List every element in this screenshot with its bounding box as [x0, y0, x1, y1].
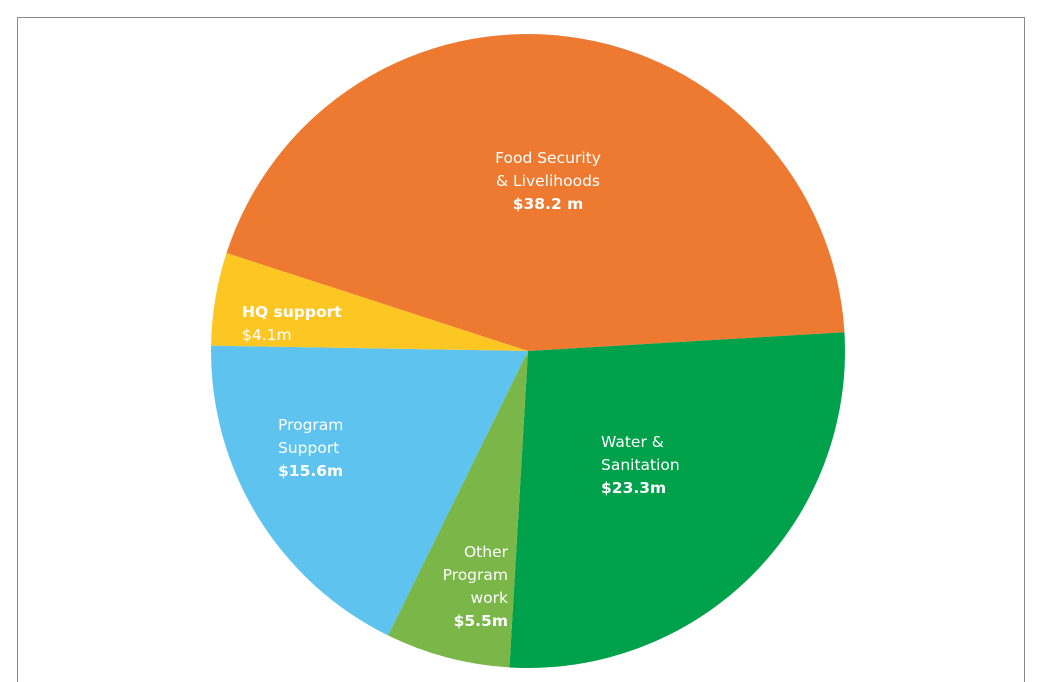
slice-label-0: Food Security & Livelihoods $38.2 m — [495, 149, 601, 213]
slice-label-line-0-1: & Livelihoods — [496, 172, 600, 190]
slice-label-line-1-1: Sanitation — [601, 456, 680, 474]
slice-label-2: Other Program work $5.5m — [443, 543, 509, 630]
slice-value-0: $38.2 m — [513, 195, 584, 213]
pie-slice-4 — [211, 253, 529, 351]
pie-slice-2 — [388, 351, 528, 668]
slice-label-line-1-0: Water & — [601, 433, 664, 451]
slice-label-3: Program Support $15.6m — [278, 416, 343, 480]
chart-frame — [17, 17, 1025, 682]
slice-label-line-4-0: HQ support — [242, 303, 342, 321]
pie-slice-0 — [226, 33, 845, 351]
slice-label-line-2-2: work — [470, 589, 508, 607]
slice-value-2: $5.5m — [454, 612, 508, 630]
slice-label-line-0-0: Food Security — [495, 149, 601, 167]
slice-value-4: $4.1m — [242, 326, 292, 344]
slice-label-line-3-0: Program — [278, 416, 343, 434]
pie-slice-1 — [509, 332, 846, 668]
slice-label-4: HQ support $4.1m — [242, 303, 342, 344]
slice-label-1: Water & Sanitation $23.3m — [601, 433, 680, 497]
slice-value-3: $15.6m — [278, 462, 343, 480]
slice-value-1: $23.3m — [601, 479, 666, 497]
slice-label-line-2-0: Other — [464, 543, 509, 561]
pie-slices — [211, 33, 846, 668]
pie-slice-3 — [211, 345, 529, 636]
slice-label-line-2-1: Program — [443, 566, 508, 584]
slice-label-line-3-1: Support — [278, 439, 339, 457]
pie-labels: Food Security & Livelihoods $38.2 m Water &… — [242, 149, 680, 630]
